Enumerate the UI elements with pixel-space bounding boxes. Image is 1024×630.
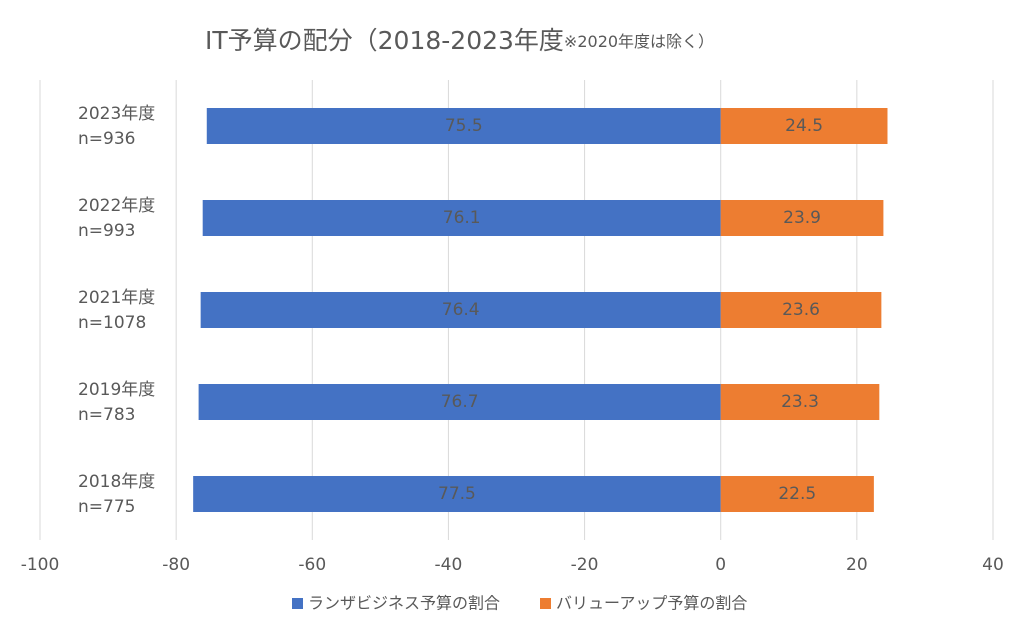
bar — [200, 292, 721, 328]
title-main: IT予算の配分（2018-2023年度 — [205, 26, 564, 55]
y-tick-note: n=775 — [78, 497, 135, 517]
y-tick-note: n=936 — [78, 129, 135, 149]
legend-swatch — [540, 598, 551, 609]
data-label: 22.5 — [778, 484, 816, 504]
bar — [720, 200, 884, 236]
data-label: 77.5 — [438, 484, 476, 504]
legend-swatch — [292, 598, 303, 609]
data-label: 76.4 — [442, 300, 480, 320]
x-tick-label: -20 — [571, 555, 599, 575]
x-tick-label: -40 — [435, 555, 463, 575]
x-tick-label: 20 — [846, 555, 868, 575]
bar — [193, 476, 721, 512]
bar — [720, 384, 880, 420]
data-label: 76.1 — [443, 208, 481, 228]
x-tick-label: 0 — [715, 555, 726, 575]
bar — [720, 108, 888, 144]
data-label: 76.7 — [441, 392, 479, 412]
data-label: 24.5 — [785, 116, 823, 136]
y-tick-label: 2021年度 — [78, 288, 155, 308]
title-note: ※2020年度は除く） — [564, 32, 714, 51]
legend-label: ランザビジネス予算の割合 — [308, 594, 500, 613]
y-tick-note: n=783 — [78, 405, 135, 425]
data-label: 75.5 — [445, 116, 483, 136]
bar — [206, 108, 721, 144]
chart-title: IT予算の配分（2018-2023年度※2020年度は除く） — [205, 26, 714, 55]
x-tick-label: -80 — [162, 555, 190, 575]
y-tick-note: n=993 — [78, 221, 135, 241]
y-tick-label: 2018年度 — [78, 472, 155, 492]
x-tick-label: -100 — [21, 555, 60, 575]
x-tick-label: 40 — [982, 555, 1004, 575]
data-label: 23.3 — [781, 392, 819, 412]
legend-label: バリューアップ予算の割合 — [556, 594, 747, 613]
bar — [720, 292, 882, 328]
bar — [720, 476, 874, 512]
y-tick-label: 2022年度 — [78, 196, 155, 216]
y-tick-note: n=1078 — [78, 313, 146, 333]
x-tick-label: -60 — [298, 555, 326, 575]
y-tick-label: 2019年度 — [78, 380, 155, 400]
bar — [202, 200, 721, 236]
data-label: 23.9 — [783, 208, 821, 228]
y-tick-label: 2023年度 — [78, 104, 155, 124]
data-label: 23.6 — [782, 300, 820, 320]
bar — [198, 384, 721, 420]
